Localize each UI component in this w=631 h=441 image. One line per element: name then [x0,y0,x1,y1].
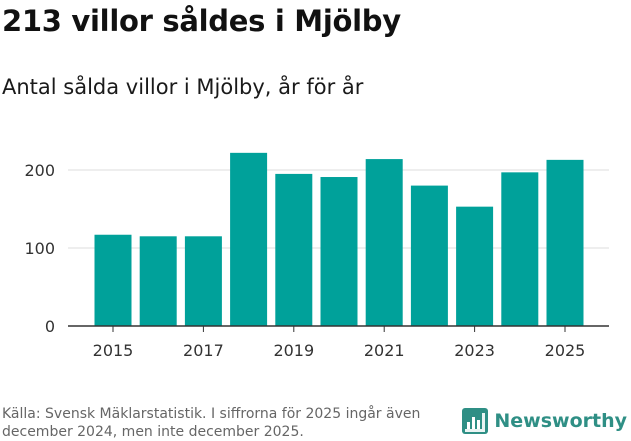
bar-2018 [230,152,268,326]
y-tick-label: 0 [45,317,55,336]
y-tick-label: 200 [24,161,55,180]
bar-2023 [456,206,494,326]
x-tick-label: 2019 [273,341,314,360]
x-tick-label: 2025 [545,341,586,360]
bar-2021 [365,159,403,326]
x-tick-label: 2015 [93,341,134,360]
bar-2017 [184,236,222,326]
bar-2020 [320,177,358,326]
y-tick-labels: 0 100 200 [24,161,55,336]
bars [94,152,584,326]
bar-2016 [139,236,177,326]
chart-subtitle: Antal sålda villor i Mjölby, år för år [2,75,364,99]
bar-chart: 0 100 200 2015 2017 2019 2021 2023 2025 [24,152,609,360]
newsworthy-logo: Newsworthy [462,408,627,434]
x-tick-label: 2021 [364,341,405,360]
bar-2024 [501,172,539,326]
chart-title: 213 villor såldes i Mjölby [2,4,401,38]
bar-2019 [275,173,313,326]
brand-name: Newsworthy [494,410,627,432]
x-tick-labels: 2015 2017 2019 2021 2023 2025 [93,341,586,360]
bar-2025 [546,159,584,326]
source-note: Källa: Svensk Mäklarstatistik. I siffror… [2,406,421,440]
axes [68,325,609,332]
bar-2022 [410,185,448,326]
x-tick-label: 2017 [183,341,224,360]
x-tick-label: 2023 [454,341,495,360]
bar-2015 [94,234,132,326]
y-tick-label: 100 [24,239,55,258]
bar-chart-logo-icon [462,408,489,434]
